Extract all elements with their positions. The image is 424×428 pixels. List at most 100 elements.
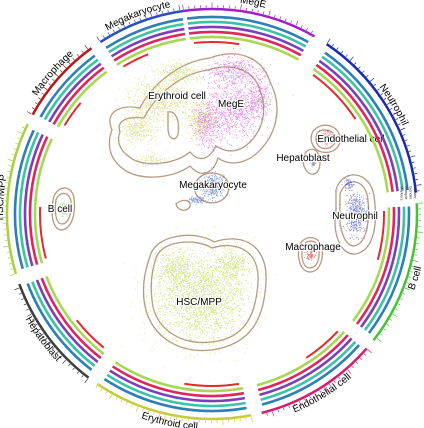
ring-label-hepatoblast: Hepatoblast [23,315,63,364]
track-3-b-cell [355,207,396,325]
contour-6 [51,187,76,231]
contour-7 [54,192,72,225]
contour-10 [310,124,341,154]
track-1-endothelial-cell [260,340,357,401]
marker-stripe-b-cell [376,210,385,261]
marker-stripe-endothelial-cell [305,330,339,359]
track-0-endothelial-cell [261,344,361,406]
cluster-label-b-cell: B cell [48,204,72,215]
ring-sector-megakaryocyte: Megakaryocyte [96,0,187,68]
marker-stripe-megakaryocyte [122,53,149,68]
cluster-label-mege: MegE [218,99,244,110]
track-3-megakaryocyte [113,32,186,62]
ring-sector-mege: MegE [182,0,316,61]
track-4-erythroid-cell [114,361,244,393]
points-endothelial-cell [316,129,339,149]
cluster-points-hsc-mpp [121,225,278,398]
cluster-points-erythroid-cell [96,57,223,173]
marker-stripe-mege [193,40,240,46]
cluster-label-erythroid-cell: Erythroid cell [148,91,206,102]
track-4-endothelial-cell [256,330,346,387]
ring-label-hsc-mpp: HSC/MPP [0,173,10,220]
track-4-hsc-mpp [33,138,53,264]
sector-band-mege [183,7,316,38]
points-erythroid-cell [96,57,223,173]
scatter-points [58,47,377,398]
sector-band-erythroid-cell [96,382,252,421]
contour-8 [334,174,377,255]
track-4-macrophage [56,70,108,128]
ring-sector-hepatoblast: Hepatoblast [14,275,105,384]
marker-stripe-neutrophil [312,74,357,120]
marker-stripe-hsc-mpp [39,206,47,259]
points-neutrophil [338,175,377,240]
contour-2 [167,111,180,140]
track-2-mege [188,25,304,52]
track-0-neutrophil [324,51,409,191]
cluster-points-mege [188,47,294,156]
sector-ticks-megakaryocyte [96,5,181,41]
cluster-label-endothelial-cell: Endothelial cell [317,134,384,145]
ring-label-erythroid-cell: Erythroid cell [140,410,198,428]
ring-sector-hsc-mpp: HSC/MPP [0,123,53,277]
contour-9 [338,181,370,247]
sector-ticks-hsc-mpp [0,126,25,277]
track-0-megakaryocyte [105,17,184,49]
track-0-hepatoblast [26,283,93,371]
track-1-hsc-mpp [18,131,40,268]
track-1-b-cell [363,206,406,331]
track-2-erythroid-cell [109,369,246,403]
sector-ticks-neutrophil [327,38,422,192]
ring-label-macrophage: Macrophage [30,48,76,98]
track-3-neutrophil [315,63,394,192]
track-legend-cluster: Cluster [413,186,418,199]
points-hepatoblast [310,157,317,168]
marker-stripe-hepatoblast [75,319,105,349]
track-0-b-cell [367,206,411,334]
points-hsc-mpp [121,225,278,398]
cluster-label-hsc-mpp: HSC/MPP [176,297,222,308]
cluster-points-neutrophil [338,175,377,240]
cluster-points-b-cell [58,200,72,217]
points-b-cell [58,200,72,217]
track-0-hsc-mpp [13,129,35,270]
track-1-neutrophil [321,55,404,191]
sector-band-megakaryocyte [99,9,184,44]
track-3-macrophage [52,66,105,126]
track-3-mege [188,30,302,57]
track-2-macrophage [48,62,102,123]
sector-ticks-endothelial-cell [266,349,372,417]
sector-ticks-b-cell [376,202,424,342]
cluster-points-macrophage [304,249,317,261]
track-0-mege [187,15,309,44]
track-1-erythroid-cell [106,373,246,408]
cluster-label-macrophage: Macrophage [285,242,341,253]
sector-band-hsc-mpp [5,123,29,275]
ring-sector-neutrophil: Neutrophil [312,38,422,193]
sector-band-macrophage [31,47,93,116]
track-3-endothelial-cell [257,334,349,392]
ring-sector-macrophage: Macrophage [26,44,108,128]
sector-ticks-erythroid-cell [95,385,253,426]
points-megakaryocyte [187,166,228,205]
track-4-megakaryocyte [116,37,187,66]
ring-sector-b-cell: B cell [351,202,424,342]
contour-12 [302,148,321,175]
sector-band-b-cell [372,203,419,341]
track-3-erythroid-cell [111,365,245,398]
cluster-points-endothelial-cell [316,129,339,149]
points-mege [188,47,294,156]
cluster-label-hepatoblast: Hepatoblast [276,153,330,164]
cluster-label-megakaryocyte: Megakaryocyte [179,180,247,191]
track-0-erythroid-cell [103,377,247,413]
marker-stripe-macrophage [63,102,82,126]
track-2-endothelial-cell [259,337,353,397]
track-2-megakaryocyte [110,27,185,58]
track-legend-sample: Sample [404,186,409,200]
track-legend-gender: Gender [409,186,414,200]
track-2-hsc-mpp [23,134,44,267]
track-1-hepatoblast [31,281,96,368]
track-1-macrophage [43,58,99,121]
track-3-hepatoblast [40,277,102,360]
